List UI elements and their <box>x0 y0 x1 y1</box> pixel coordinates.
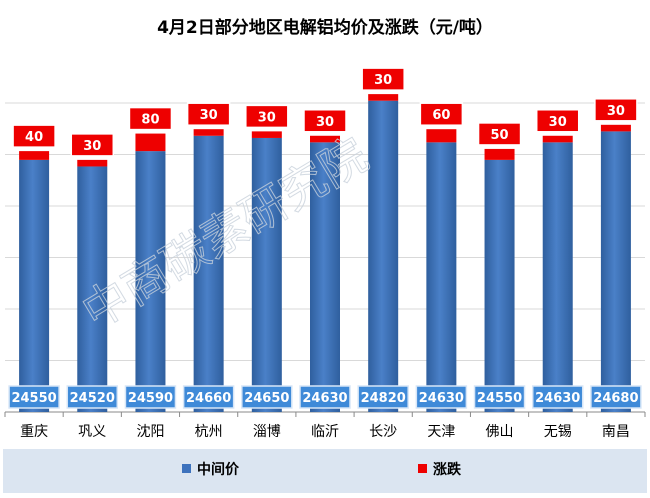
bar-mid-8 <box>426 142 457 412</box>
change-label-11: 30 <box>607 104 625 119</box>
bar-mid-9 <box>484 159 515 412</box>
bar-mid-6 <box>310 142 340 412</box>
change-label-1: 40 <box>25 130 43 145</box>
category-label-7: 长沙 <box>369 424 397 440</box>
change-label-box-3 <box>128 106 173 131</box>
change-label-4: 30 <box>200 108 218 123</box>
category-label-5: 淄博 <box>253 423 281 440</box>
value-label-3: 24590 <box>128 391 173 406</box>
value-label-box-10 <box>531 385 584 409</box>
change-label-7: 30 <box>374 73 392 88</box>
value-label-10: 24630 <box>535 391 580 406</box>
data-labels: 40 24550 30 24520 80 24590 30 24660 30 24650 30 246… <box>8 67 642 409</box>
value-label-8: 24630 <box>419 391 464 406</box>
value-label-box-2 <box>66 385 119 409</box>
change-label-6: 30 <box>316 115 334 130</box>
bar-mid-3 <box>135 151 166 412</box>
bar-change-2 <box>77 159 108 167</box>
value-label-box-1 <box>8 385 60 409</box>
chart-title: 4月2日部分地区电解铝均价及涨跌（元/吨） <box>157 17 493 38</box>
category-label-8: 天津 <box>427 424 455 440</box>
bar-change-5 <box>251 131 282 138</box>
category-label-2: 巩义 <box>78 424 106 440</box>
bar-change-7 <box>368 94 399 101</box>
bar-mid-10 <box>542 142 573 412</box>
change-label-box-7 <box>361 67 405 91</box>
value-label-7: 24820 <box>361 391 406 406</box>
bar-change-9 <box>484 148 515 160</box>
bar-change-10 <box>542 135 573 143</box>
category-label-6: 临沂 <box>311 424 339 440</box>
value-label-9: 24550 <box>477 391 522 406</box>
value-label-box-8 <box>415 385 468 409</box>
bar-change-3 <box>135 133 166 152</box>
legend-label-change: 涨跌 <box>433 462 462 478</box>
bar-change-6 <box>310 135 340 143</box>
legend-marker-mid <box>182 464 191 473</box>
value-label-1: 24550 <box>11 391 56 406</box>
value-label-box-3 <box>124 385 177 409</box>
value-label-4: 24660 <box>186 391 231 406</box>
change-label-box-1 <box>12 124 56 148</box>
bar-change-4 <box>193 129 224 136</box>
category-label-1: 重庆 <box>20 424 48 440</box>
change-label-box-2 <box>70 133 115 157</box>
value-label-box-6 <box>299 385 351 409</box>
bar-mid-2 <box>77 166 108 412</box>
category-label-10: 无锡 <box>544 424 572 440</box>
value-label-5: 24650 <box>244 391 289 406</box>
change-label-box-6 <box>303 109 347 133</box>
bar-mid-4 <box>193 135 224 412</box>
change-label-box-5 <box>245 104 289 129</box>
value-label-box-5 <box>241 385 293 409</box>
bar-mid-11 <box>600 131 631 412</box>
change-label-5: 30 <box>258 110 276 125</box>
change-label-8: 60 <box>432 108 450 123</box>
value-label-11: 24680 <box>593 391 638 406</box>
change-label-2: 30 <box>83 139 101 154</box>
value-label-box-7 <box>357 385 409 409</box>
bar-mid-7 <box>368 100 399 412</box>
category-label-9: 佛山 <box>486 424 514 440</box>
change-label-box-4 <box>186 102 231 126</box>
change-label-box-8 <box>419 102 464 126</box>
value-label-box-11 <box>590 385 642 409</box>
bar-change-8 <box>426 129 457 143</box>
bar-change-1 <box>19 151 50 160</box>
change-label-box-10 <box>535 109 580 133</box>
category-labels: 重庆 巩义 沈阳 杭州 淄博 临沂 长沙 天津 佛山 无锡 南昌 <box>20 423 630 440</box>
category-label-3: 沈阳 <box>136 424 164 440</box>
value-label-box-4 <box>182 385 235 409</box>
bar-mid-1 <box>19 159 50 412</box>
value-label-box-9 <box>473 385 526 409</box>
value-label-6: 24630 <box>302 391 347 406</box>
legend-band <box>3 449 647 493</box>
value-label-2: 24520 <box>70 391 115 406</box>
change-label-box-9 <box>477 122 522 146</box>
change-label-9: 50 <box>490 128 508 143</box>
change-label-3: 80 <box>141 113 159 128</box>
category-label-11: 南昌 <box>602 424 630 440</box>
change-label-box-11 <box>594 98 638 122</box>
change-label-10: 30 <box>549 115 567 130</box>
bars <box>19 94 631 412</box>
category-label-4: 杭州 <box>195 424 223 440</box>
bar-change-11 <box>600 124 631 132</box>
bar-mid-5 <box>251 137 282 412</box>
legend-label-mid: 中间价 <box>197 461 240 478</box>
legend-marker-change <box>418 464 427 473</box>
